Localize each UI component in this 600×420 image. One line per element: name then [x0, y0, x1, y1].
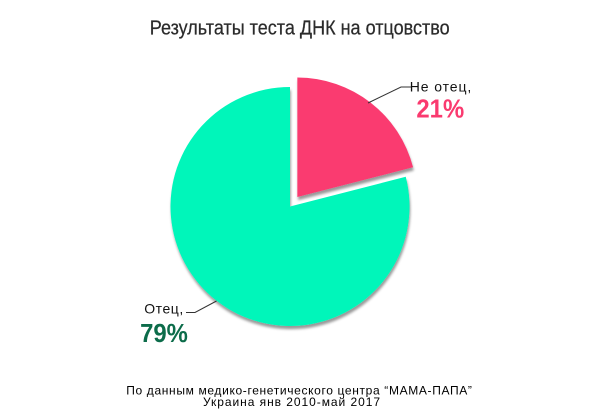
svg-text:79%: 79%	[140, 319, 188, 348]
svg-text:Украина янв 2010-май 2017: Украина янв 2010-май 2017	[203, 395, 381, 409]
svg-text:21%: 21%	[416, 95, 464, 124]
svg-text:Отец,: Отец,	[144, 301, 184, 317]
svg-text:По данным медико-генетического: По данным медико-генетического центра “М…	[126, 383, 472, 397]
svg-text:Не отец,: Не отец,	[410, 78, 472, 94]
svg-text:Результаты теста ДНК на отцовс: Результаты теста ДНК на отцовство	[150, 17, 450, 39]
